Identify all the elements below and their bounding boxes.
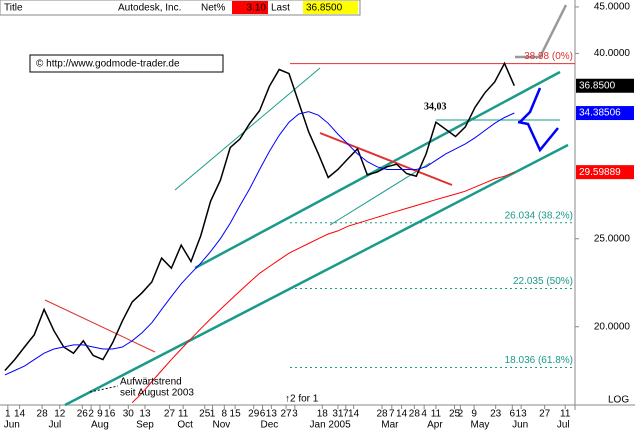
month-label: May <box>471 420 490 430</box>
y-tick-label: 25.0000 <box>594 233 631 244</box>
month-label: Jan 2005 <box>310 420 352 430</box>
last-label: 36.8500 <box>579 80 616 91</box>
arrow <box>517 120 559 153</box>
month-label: Jun <box>4 420 20 430</box>
header <box>0 0 361 16</box>
month-label: Jul <box>557 420 570 430</box>
x-tick-label: 13 <box>139 409 151 420</box>
trendline <box>319 132 453 186</box>
month-label: Dec <box>260 420 278 430</box>
header-name: Autodesk, Inc. <box>118 3 181 14</box>
last-label: 29.59889 <box>579 167 621 178</box>
month-label: Mar <box>381 420 399 430</box>
arrow <box>515 4 568 59</box>
x-tick-label: 28 <box>37 409 49 420</box>
x-tick-label: 13 <box>266 409 278 420</box>
x-tick-label: 25 <box>199 409 211 420</box>
level-label: 26.034 (38.2%) <box>505 210 573 221</box>
y-tick-label: 20.0000 <box>594 321 631 332</box>
x-tick-label: 28 <box>376 409 388 420</box>
level-label: 38.98 (0%) <box>524 51 573 62</box>
x-tick-label: 18 <box>317 409 329 420</box>
x-tick-label: 12 <box>54 409 66 420</box>
month-label: Aug <box>91 420 109 430</box>
source: © http://www.godmode-trader.de <box>36 59 180 70</box>
header-last: 36.8500 <box>306 3 343 14</box>
note: seit August 2003 <box>120 388 194 399</box>
trendline <box>174 67 321 191</box>
source-box <box>29 54 224 73</box>
x-tick-label: 11 <box>178 409 189 420</box>
x-tick-label: 29 <box>248 409 260 420</box>
note: ↑2 for 1 <box>285 394 319 405</box>
header-net-label: Net% <box>201 3 226 14</box>
x-tick-label: 11 <box>560 409 571 420</box>
arrow <box>519 87 542 123</box>
x-tick-label: 14 <box>14 409 26 420</box>
x-tick-label: 14 <box>348 409 360 420</box>
last-label: 34.38506 <box>579 108 621 119</box>
x-tick-label: 2 <box>88 409 94 420</box>
x-tick-label: 9 <box>471 409 477 420</box>
x-tick-label: 8 <box>222 409 228 420</box>
month-label: Nov <box>212 420 230 430</box>
trendline <box>44 299 156 353</box>
x-tick-label: 26 <box>77 409 89 420</box>
header-last-label: Last <box>271 3 290 14</box>
x-tick-label: 1 <box>5 409 11 420</box>
last-box <box>576 165 634 180</box>
x-tick-label: 13 <box>516 409 528 420</box>
x-tick-label: 14 <box>396 409 408 420</box>
month-label: Oct <box>177 420 193 430</box>
x-tick-label: 27 <box>539 409 551 420</box>
month-label: Sep <box>136 420 154 430</box>
x-tick-label: 9 <box>97 409 103 420</box>
y-tick-label: 40.0000 <box>594 48 631 59</box>
last-box <box>303 1 358 14</box>
x-tick-label: 4 <box>421 409 427 420</box>
x-tick-label: 31 <box>332 409 344 420</box>
month-label: Jun <box>512 420 528 430</box>
x-tick-label: 11 <box>431 409 442 420</box>
x-tick-label: 25 <box>449 409 461 420</box>
x-tick-label: 6 <box>260 409 266 420</box>
trendlines <box>44 4 569 407</box>
last-box <box>576 78 634 93</box>
x-tick-label: 30 <box>123 409 135 420</box>
x-tick-label: 28 <box>409 409 421 420</box>
x-tick-label: 2 <box>458 409 464 420</box>
x-tick-label: 6 <box>510 409 516 420</box>
x-tick-label: 27 <box>164 409 176 420</box>
header-net: 3.10 <box>247 3 267 14</box>
series-line <box>4 61 515 372</box>
series-line <box>131 171 515 403</box>
x-tick-label: 16 <box>104 409 116 420</box>
trendline <box>329 162 431 226</box>
x-tick-label: 23 <box>490 409 502 420</box>
peak-label: 34,03 <box>424 101 447 112</box>
x-tick-label: 3 <box>292 409 298 420</box>
series-line <box>4 111 515 376</box>
x-tick-label: 27 <box>280 409 292 420</box>
trendline <box>64 143 569 407</box>
leader <box>89 385 119 393</box>
last-box <box>576 106 634 121</box>
level-label: 18.036 (61.8%) <box>505 355 573 366</box>
month-label: Apr <box>427 420 443 430</box>
trendline <box>194 70 561 270</box>
x-tick-label: 15 <box>230 409 242 420</box>
x-tick-label: 1 <box>210 409 216 420</box>
note: Aufwärtstrend <box>120 377 182 388</box>
header-title: Title <box>4 3 23 14</box>
y-tick-label: 45.0000 <box>594 2 631 13</box>
level-label: 22.035 (50%) <box>513 276 573 287</box>
x-tick-label: 7 <box>389 409 395 420</box>
month-label: Jul <box>48 420 61 430</box>
note: LOG <box>608 395 629 406</box>
x-tick-label: 7 <box>343 409 349 420</box>
net-box <box>232 1 268 14</box>
